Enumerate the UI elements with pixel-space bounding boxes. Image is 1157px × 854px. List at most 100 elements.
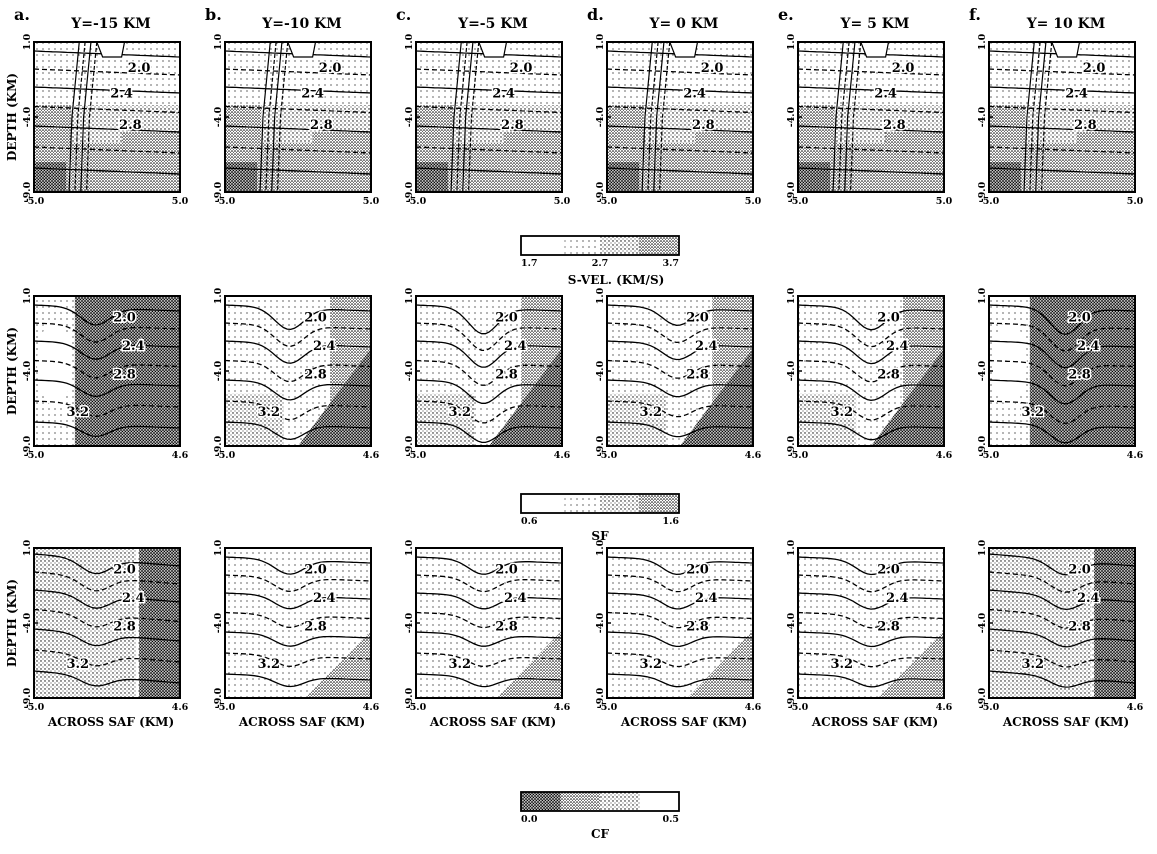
contour-line bbox=[462, 42, 474, 192]
contour-line bbox=[225, 631, 371, 647]
y-tick-label: 1.0 bbox=[404, 33, 415, 50]
colorbar-cf: 0.0 0.5 CF bbox=[520, 791, 680, 841]
x-tick-label: 4.6 bbox=[363, 702, 380, 713]
y-tick-label: -4.0 bbox=[404, 360, 415, 381]
contour-line bbox=[416, 304, 562, 335]
contour-line bbox=[225, 574, 371, 593]
contour-line bbox=[34, 105, 180, 114]
contour-line bbox=[989, 628, 1135, 648]
colorbar-label: S-VEL. (KM/S) bbox=[568, 273, 665, 287]
contour-line bbox=[34, 340, 180, 360]
y-tick-label: 1.0 bbox=[404, 539, 415, 556]
y-tick-label: -9.0 bbox=[213, 181, 224, 202]
x-tick-label: 4.6 bbox=[745, 702, 762, 713]
panel-letter: b. bbox=[205, 5, 222, 24]
contour-line bbox=[265, 42, 277, 192]
panel-letter: f. bbox=[969, 5, 981, 24]
contour-line bbox=[456, 42, 468, 192]
x-tick-label: 5.0 bbox=[1127, 196, 1144, 207]
x-tick-label: -5.0 bbox=[788, 702, 809, 713]
contour-label: 2.8 bbox=[883, 118, 906, 133]
contour-label: 2.4 bbox=[1065, 87, 1088, 102]
y-tick-label: 1.0 bbox=[213, 287, 224, 304]
x-axis-label: ACROSS SAF (KM) bbox=[1002, 715, 1129, 729]
contour-label: 3.2 bbox=[66, 657, 89, 672]
x-tick-label: -5.0 bbox=[24, 702, 45, 713]
colorbar-sf: 0.6 1.6 SF bbox=[520, 493, 680, 543]
x-tick-label: 4.6 bbox=[363, 450, 380, 461]
panel-cf-3: 2.0 2.4 2.8 3.2 1.0 -4.0 -9.0-5.0 4.6 ACROSS SAF… bbox=[404, 539, 571, 729]
contour-line bbox=[416, 673, 562, 688]
contour-line bbox=[34, 649, 180, 667]
contour-label: 2.0 bbox=[1083, 61, 1106, 76]
x-tick-label: 4.6 bbox=[554, 450, 571, 461]
x-tick-label: -5.0 bbox=[597, 450, 618, 461]
contour-line bbox=[607, 592, 753, 610]
column-title: Y=-10 KM bbox=[261, 16, 342, 32]
contour-line bbox=[416, 167, 562, 175]
y-tick-label: -4.0 bbox=[786, 612, 797, 633]
x-tick-label: -5.0 bbox=[406, 196, 427, 207]
y-tick-label: 1.0 bbox=[595, 33, 606, 50]
contour-label: 3.2 bbox=[66, 405, 89, 420]
colorbar-tick-label: 1.6 bbox=[662, 516, 679, 527]
x-tick-label: -5.0 bbox=[215, 450, 236, 461]
contour-label: 2.8 bbox=[877, 620, 900, 635]
contour-line bbox=[259, 42, 271, 192]
contour-line bbox=[276, 42, 289, 192]
contour-line bbox=[34, 146, 180, 154]
contour-label: 2.8 bbox=[686, 368, 709, 383]
x-tick-label: 5.0 bbox=[745, 196, 762, 207]
contour-line bbox=[34, 608, 180, 628]
x-axis-label: ACROSS SAF (KM) bbox=[620, 715, 747, 729]
contour-line bbox=[34, 167, 180, 175]
y-tick-label: 1.0 bbox=[786, 287, 797, 304]
contour-line bbox=[989, 340, 1135, 369]
contour-line bbox=[1029, 42, 1041, 192]
x-tick-label: -5.0 bbox=[24, 196, 45, 207]
column-title: Y= 5 KM bbox=[840, 16, 910, 32]
y-tick-label: -4.0 bbox=[213, 360, 224, 381]
contour-label: 3.2 bbox=[830, 405, 853, 420]
y-tick-label: -9.0 bbox=[977, 687, 988, 708]
x-tick-label: 4.6 bbox=[936, 450, 953, 461]
contour-line bbox=[416, 125, 562, 133]
contour-line bbox=[641, 42, 653, 192]
contour-line bbox=[416, 556, 562, 575]
x-tick-label: 4.6 bbox=[172, 450, 189, 461]
contour-line bbox=[798, 631, 944, 648]
contour-line bbox=[225, 611, 371, 629]
contour-line bbox=[989, 304, 1135, 335]
y-tick-label: -4.0 bbox=[213, 612, 224, 633]
contour-line bbox=[225, 105, 371, 114]
contour-line bbox=[80, 42, 92, 192]
contour-label: 2.8 bbox=[304, 368, 327, 383]
contour-line bbox=[225, 556, 371, 575]
y-tick-label: -4.0 bbox=[595, 612, 606, 633]
colorbar-tick-label: 2.7 bbox=[592, 258, 609, 269]
colorbar-tick-label: 1.7 bbox=[521, 258, 538, 269]
contour-line bbox=[416, 421, 562, 444]
panel-sf-5: 2.0 2.4 2.8 3.2 1.0 -4.0 -9.0-5.0 4.6 bbox=[786, 287, 953, 461]
contour-line bbox=[225, 125, 371, 133]
panel-s-vel-2: 2.0 2.4 2.8 1.0 -4.0 -9.0-5.0 5.0 bbox=[213, 33, 380, 207]
contour-line bbox=[68, 42, 80, 192]
contour-label: 2.8 bbox=[692, 118, 715, 133]
contour-label: 2.4 bbox=[122, 339, 145, 354]
x-tick-label: 5.0 bbox=[554, 196, 571, 207]
contour-line bbox=[669, 42, 699, 58]
panel-cf-6: 2.0 2.4 2.8 3.2 1.0 -4.0 -9.0-5.0 4.6 ACROSS SAF… bbox=[977, 539, 1144, 729]
x-tick-label: -5.0 bbox=[215, 196, 236, 207]
contour-label: 2.0 bbox=[495, 311, 518, 326]
contour-line bbox=[416, 379, 562, 404]
contour-line bbox=[989, 379, 1135, 405]
y-tick-label: -4.0 bbox=[595, 360, 606, 381]
contour-line bbox=[607, 340, 753, 361]
contour-line bbox=[34, 553, 180, 575]
contour-label: 2.0 bbox=[113, 311, 136, 326]
contour-line bbox=[607, 322, 753, 344]
contour-line bbox=[416, 322, 562, 352]
y-tick-label: -4.0 bbox=[786, 360, 797, 381]
contour-line bbox=[607, 611, 753, 629]
contour-label: 2.0 bbox=[1068, 311, 1091, 326]
